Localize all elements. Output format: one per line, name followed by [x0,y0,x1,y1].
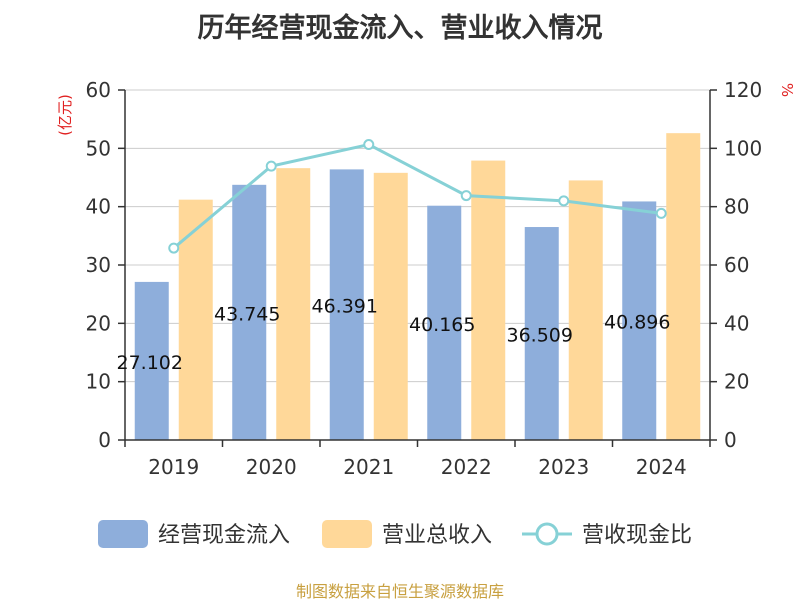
left-axis-tick-label: 50 [86,136,111,160]
chart-title: 历年经营现金流入、营业收入情况 [197,13,603,44]
left-axis-tick-label: 40 [86,195,111,219]
bar-data-label: 36.509 [507,325,573,347]
ratio-point [558,195,570,207]
right-axis-tick-label: 80 [724,195,749,219]
bar-data-label: 40.896 [604,312,670,334]
data-labels: 27.102 43.745 46.391 40.165 36.509 40.896 [117,296,671,374]
bar-revenue [276,168,311,440]
x-axis-tick-label: 2023 [538,455,589,479]
bar-series [134,133,701,441]
right-axis-tick-label: 0 [724,428,737,452]
left-axis-tick-label: 20 [86,311,111,335]
bar-cash-inflow [329,169,364,440]
ratio-point [168,242,180,254]
x-axis-tick-label: 2020 [246,455,297,479]
bar-cash-inflow [232,184,267,440]
x-axis-tick-label: 2024 [636,455,687,479]
bar-data-label: 40.165 [409,314,475,336]
ratio-point [363,139,375,151]
left-axis-unit: (亿元) [56,94,74,136]
right-axis-tick-label: 40 [724,311,749,335]
x-axis-tick-label: 2022 [441,455,492,479]
x-axis-tick-label: 2019 [148,455,199,479]
left-axis-tick-label: 30 [86,253,111,277]
right-axis-tick-label: 120 [724,78,762,102]
legend-label: 营业总收入 [382,523,492,548]
bar-data-label: 27.102 [117,352,183,374]
legend: 经营现金流入 营业总收入 营收现金比 [98,520,692,548]
left-axis-tick-label: 10 [86,370,111,394]
legend-label: 经营现金流入 [158,523,290,548]
bar-revenue [568,180,603,440]
left-axis-tick-label: 60 [86,78,111,102]
bar-data-label: 43.745 [214,303,280,325]
bar-cash-inflow [134,281,169,440]
bar-revenue [666,133,701,440]
legend-swatch-bar [98,520,148,548]
bar-revenue [471,160,506,441]
right-axis-tick-label: 100 [724,136,762,160]
axes: 0 10 20 30 40 50 60 0 20 40 60 80 100 120 2019 2020 2021… [56,78,796,479]
legend-swatch-marker [535,522,559,546]
left-axis-tick-label: 0 [98,428,111,452]
bar-cash-inflow [524,227,559,440]
bar-cash-inflow [622,201,657,440]
legend-swatch-bar [322,520,372,548]
ratio-line [172,142,662,250]
bar-revenue [373,172,408,441]
bar-data-label: 46.391 [312,296,378,318]
bar-revenue [178,199,213,440]
right-axis-tick-label: 60 [724,253,749,277]
source-note: 制图数据来自恒生聚源数据库 [295,582,504,601]
line-series [168,139,667,254]
ratio-point [265,160,277,172]
right-axis-unit: % [778,83,796,97]
ratio-point [655,207,667,219]
bar-cash-inflow [427,205,462,440]
legend-label: 营收现金比 [582,523,692,548]
x-axis-tick-label: 2021 [343,455,394,479]
ratio-point [460,190,472,202]
right-axis-tick-label: 20 [724,370,749,394]
